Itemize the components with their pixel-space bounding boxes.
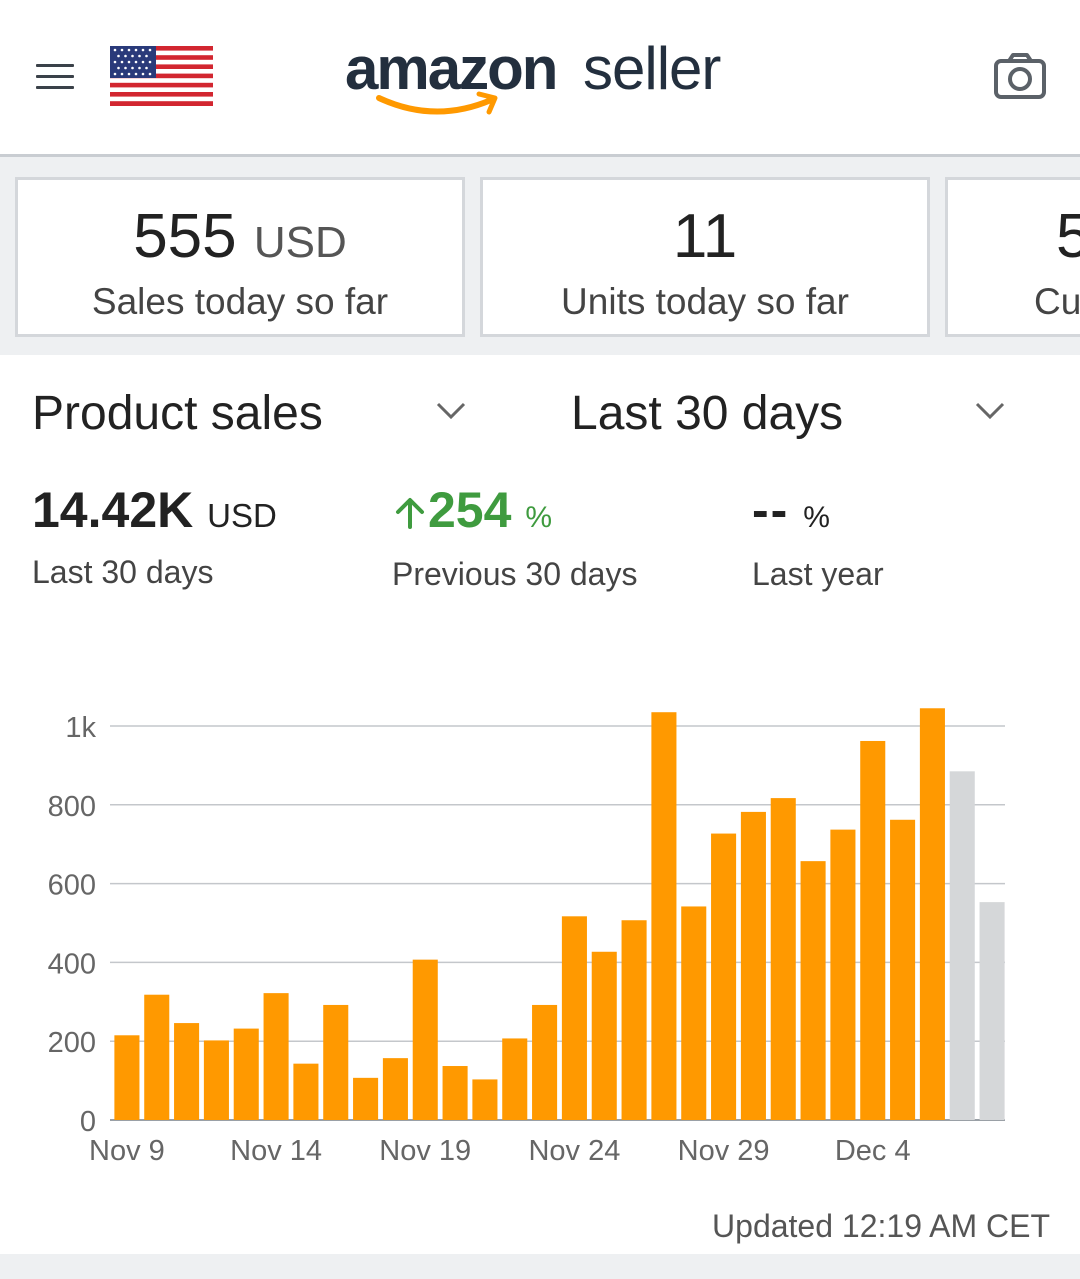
bar [114,1035,140,1120]
x-tick-label: Nov 14 [230,1135,322,1167]
bar [203,1040,229,1120]
bar [919,708,945,1120]
kpi-label: Sales today so far [91,281,389,322]
chevron-down-icon [975,402,1005,420]
amazon-seller-logo: amazon seller [345,30,735,120]
bar [860,740,886,1120]
bar [890,819,916,1120]
x-tick-label: Dec 4 [835,1135,911,1167]
bar [830,829,856,1120]
bar [263,993,289,1120]
bar [681,906,707,1120]
bar [323,1004,349,1120]
bar [412,959,438,1120]
bar [651,712,677,1120]
total-value: 14.42K USD [32,482,277,538]
change-label: Previous 30 days [392,556,638,592]
kpi-value: 11 [672,202,738,271]
bar [293,1063,319,1120]
yoy-value: -- % [752,482,830,538]
bar [800,861,826,1120]
bar [502,1038,528,1120]
total-label: Last 30 days [32,554,214,590]
change-value: 254 % [392,480,637,548]
bar [591,951,617,1120]
us-flag-icon[interactable] [110,46,213,106]
bar [621,920,647,1120]
metric-dropdown[interactable]: Product sales [32,378,472,448]
bar [532,1004,558,1120]
camera-icon[interactable] [993,52,1047,100]
range-dropdown[interactable]: Last 30 days [571,378,1011,448]
bar [740,811,766,1120]
amazon-smile-arrow-icon [376,91,498,115]
chevron-down-icon [436,402,466,420]
kpi-value: 5 [1056,202,1080,271]
kpi-card-units[interactable]: 11 Units today so far [480,177,930,337]
x-tick-label: Nov 29 [678,1135,770,1167]
bar-pending [949,771,975,1120]
kpi-carousel[interactable]: 555 USD Sales today so far 11 Units toda… [0,157,1080,355]
y-tick-label: 200 [48,1027,96,1059]
y-tick-label: 0 [80,1106,96,1138]
range-dropdown-value: Last 30 days [571,387,844,440]
x-tick-label: Nov 9 [89,1135,165,1167]
logo-brand-text: amazon [345,35,558,102]
kpi-label: Cu [1034,281,1080,322]
x-tick-label: Nov 24 [528,1135,620,1167]
bar [442,1066,468,1120]
product-sales-bar-chart: 0 200 400 600 800 1k Nov 9 Nov 14 Nov 19 Nov 24 No… [48,708,1005,1167]
yoy-label: Last year [752,556,884,592]
hamburger-menu-icon[interactable] [36,64,74,90]
kpi-card-sales[interactable]: 555 USD Sales today so far [15,177,465,337]
bar [144,994,170,1120]
bar [770,798,796,1120]
kpi-label: Units today so far [561,281,849,322]
metric-total: 14.42K USD Last 30 days [32,480,277,592]
bar [174,1023,200,1120]
y-tick-label: 600 [48,870,96,902]
bar [353,1077,379,1120]
app-header: amazon seller [0,0,1080,157]
logo-seller-text: seller [583,35,721,102]
kpi-value: 555 USD [133,202,347,271]
bar [711,833,737,1120]
bar-pending [979,902,1005,1120]
y-tick-label: 1k [65,712,96,744]
metric-yoy: -- % Last year [752,480,884,594]
x-tick-label: Nov 19 [379,1135,471,1167]
kpi-card-partial[interactable]: 5 Cu [945,177,1080,337]
bar [561,916,587,1120]
bar [472,1079,498,1120]
bar [382,1058,408,1120]
last-updated-text: Updated 12:19 AM CET [712,1208,1050,1244]
y-tick-label: 800 [48,791,96,823]
metric-change: 254 % Previous 30 days [392,480,637,594]
metric-dropdown-value: Product sales [32,387,323,440]
bottom-divider [0,1254,1080,1279]
y-tick-label: 400 [48,948,96,980]
arrow-up-icon [396,498,424,529]
bar [233,1028,259,1120]
